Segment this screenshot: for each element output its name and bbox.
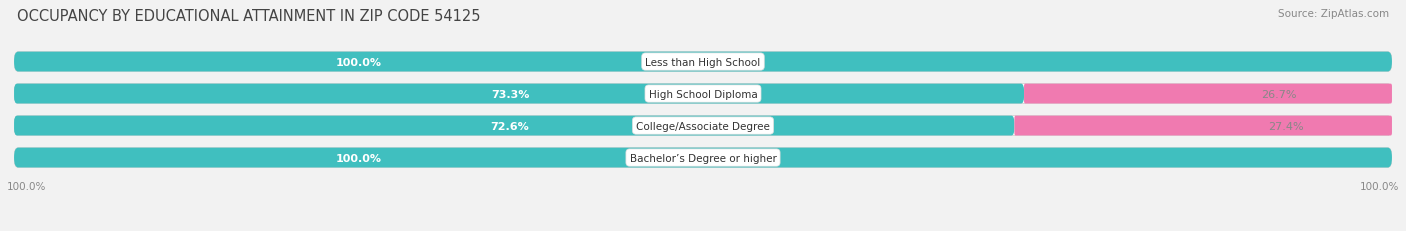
Text: 100.0%: 100.0% xyxy=(1360,181,1399,191)
Text: 0.0%: 0.0% xyxy=(717,57,745,67)
Text: Source: ZipAtlas.com: Source: ZipAtlas.com xyxy=(1278,9,1389,19)
Text: College/Associate Degree: College/Associate Degree xyxy=(636,121,770,131)
Text: 72.6%: 72.6% xyxy=(491,121,530,131)
Text: High School Diploma: High School Diploma xyxy=(648,89,758,99)
Text: 100.0%: 100.0% xyxy=(7,181,46,191)
FancyBboxPatch shape xyxy=(14,52,1392,72)
Text: 27.4%: 27.4% xyxy=(1268,121,1303,131)
Text: Bachelor’s Degree or higher: Bachelor’s Degree or higher xyxy=(630,153,776,163)
FancyBboxPatch shape xyxy=(14,84,1024,104)
FancyBboxPatch shape xyxy=(1024,84,1392,104)
FancyBboxPatch shape xyxy=(1014,116,1392,136)
Text: 26.7%: 26.7% xyxy=(1261,89,1296,99)
Text: 0.0%: 0.0% xyxy=(731,153,759,163)
FancyBboxPatch shape xyxy=(14,116,1014,136)
FancyBboxPatch shape xyxy=(14,116,1392,136)
Text: 100.0%: 100.0% xyxy=(336,57,381,67)
Text: 100.0%: 100.0% xyxy=(336,153,381,163)
Text: 73.3%: 73.3% xyxy=(491,89,529,99)
Text: OCCUPANCY BY EDUCATIONAL ATTAINMENT IN ZIP CODE 54125: OCCUPANCY BY EDUCATIONAL ATTAINMENT IN Z… xyxy=(17,9,481,24)
FancyBboxPatch shape xyxy=(14,148,1392,168)
Text: Less than High School: Less than High School xyxy=(645,57,761,67)
FancyBboxPatch shape xyxy=(14,52,1392,72)
FancyBboxPatch shape xyxy=(14,84,1392,104)
Legend: Owner-occupied, Renter-occupied: Owner-occupied, Renter-occupied xyxy=(591,229,815,231)
FancyBboxPatch shape xyxy=(14,148,1392,168)
